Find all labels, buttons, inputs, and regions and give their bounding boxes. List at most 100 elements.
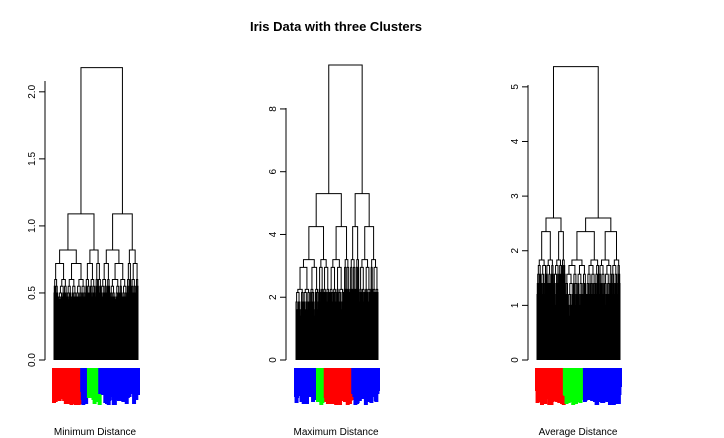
dendrogram-link xyxy=(315,193,342,227)
dendrogram-link xyxy=(606,264,612,275)
dendrogram-link xyxy=(73,299,76,360)
dendrogram-link xyxy=(55,292,57,360)
dendrogram-link xyxy=(549,283,552,360)
dendrogram-link xyxy=(536,283,539,360)
dendrogram-link xyxy=(96,262,100,280)
dendrogram-link xyxy=(132,262,138,280)
x-axis-label: Average Distance xyxy=(539,427,618,438)
dendrogram-link xyxy=(573,273,577,284)
dendrogram-link xyxy=(564,283,566,360)
dendrogram-link xyxy=(568,264,576,275)
dendrogram-link xyxy=(617,273,619,360)
dendrogram-link xyxy=(618,283,621,360)
dendrogram-link xyxy=(311,301,314,360)
dendrogram-link xyxy=(346,266,350,290)
dendrogram-link xyxy=(370,288,372,360)
dendrogram-link xyxy=(77,285,81,293)
dendrogram-link xyxy=(119,285,122,293)
dendrogram-link xyxy=(301,292,304,302)
dendrogram-link xyxy=(54,279,58,287)
dendrogram-link xyxy=(310,292,312,360)
dendrogram-link xyxy=(350,266,353,290)
dendrogram-link xyxy=(115,292,118,297)
dendrogram-link xyxy=(70,299,72,360)
dendrogram-link xyxy=(74,296,77,360)
y-tick-label: 0.5 xyxy=(27,286,38,300)
dendrogram-link xyxy=(542,283,545,360)
dendrogram-link xyxy=(585,217,612,232)
dendrogram-link xyxy=(613,259,620,266)
dendrogram-link xyxy=(114,299,117,360)
dendrogram-link xyxy=(305,309,308,360)
dendrogram-link xyxy=(122,292,125,297)
dendrogram-link xyxy=(59,285,64,293)
dendrogram-link xyxy=(131,292,134,360)
dendrogram-link xyxy=(77,299,79,360)
dendrogram-link xyxy=(127,292,130,360)
dendrogram-link xyxy=(123,296,125,360)
dendrogram-link xyxy=(100,292,103,360)
dendrogram-link xyxy=(574,283,578,295)
dendrogram-link xyxy=(131,285,134,293)
dendrogram-link xyxy=(592,293,595,360)
dendrogram-link xyxy=(320,292,323,360)
dendrogram-link xyxy=(340,309,342,360)
dendrogram-link xyxy=(83,296,86,360)
dendrogram-link xyxy=(71,292,74,360)
dendrogram-link xyxy=(591,293,594,360)
dendrogram-link xyxy=(355,288,358,360)
dendrogram-link xyxy=(112,213,133,251)
dendrogram-link xyxy=(612,293,614,360)
dendrogram-link xyxy=(371,288,373,360)
dendrogram-link xyxy=(331,301,334,360)
dendrogram-link xyxy=(320,259,327,268)
y-tick-label: 1 xyxy=(510,302,521,308)
dendrogram-link xyxy=(555,264,559,275)
dendrogram-link xyxy=(615,283,618,360)
dendrogram-link xyxy=(614,273,618,284)
dendrogram-link xyxy=(609,283,612,360)
dendrogram-link xyxy=(63,292,66,360)
dendrogram-link xyxy=(599,283,602,360)
dendrogram-link xyxy=(571,259,583,266)
dendrogram-link xyxy=(540,283,543,360)
dendrogram-link xyxy=(363,301,366,360)
dendrogram-link xyxy=(104,292,106,360)
dendrogram-link xyxy=(299,315,302,360)
dendrogram-link xyxy=(608,293,611,360)
dendrogram-link xyxy=(589,283,591,360)
dendrogram-link xyxy=(315,301,317,360)
dendrogram-link xyxy=(78,279,84,287)
dendrogram-link xyxy=(86,262,93,280)
dendrogram-link xyxy=(94,296,96,360)
dendrogram-link xyxy=(105,292,107,360)
dendrogram-link xyxy=(562,273,564,360)
dendrogram-link xyxy=(92,292,94,360)
dendrogram-link xyxy=(133,285,136,293)
dendrogram-link xyxy=(539,283,542,360)
y-tick-label: 8 xyxy=(268,106,279,112)
dendrogram-link xyxy=(58,299,60,360)
dendrogram-link xyxy=(124,292,127,297)
dendrogram-link xyxy=(373,301,376,360)
dendrogram-link xyxy=(136,285,139,360)
dendrogram-link xyxy=(62,292,65,360)
dendrogram-link xyxy=(604,231,618,261)
dendrogram-link xyxy=(326,292,328,360)
dendrogram-link xyxy=(578,264,585,275)
dendrogram-link xyxy=(296,292,300,302)
dendrogram-link xyxy=(583,293,585,360)
dendrogram-link xyxy=(71,296,74,360)
dendrogram-link xyxy=(544,283,546,360)
dendrogram-link xyxy=(362,301,364,360)
dendrogram-link xyxy=(102,296,105,360)
dendrogram-link xyxy=(361,259,369,268)
dendrogram-link xyxy=(602,293,605,360)
y-tick-label: 0 xyxy=(268,357,279,363)
dendrogram-link xyxy=(124,296,127,360)
dendrogram-link xyxy=(78,296,81,360)
dendrogram-link xyxy=(81,285,85,293)
dendrogram-link xyxy=(613,293,616,360)
dendrogram-link xyxy=(552,283,555,360)
